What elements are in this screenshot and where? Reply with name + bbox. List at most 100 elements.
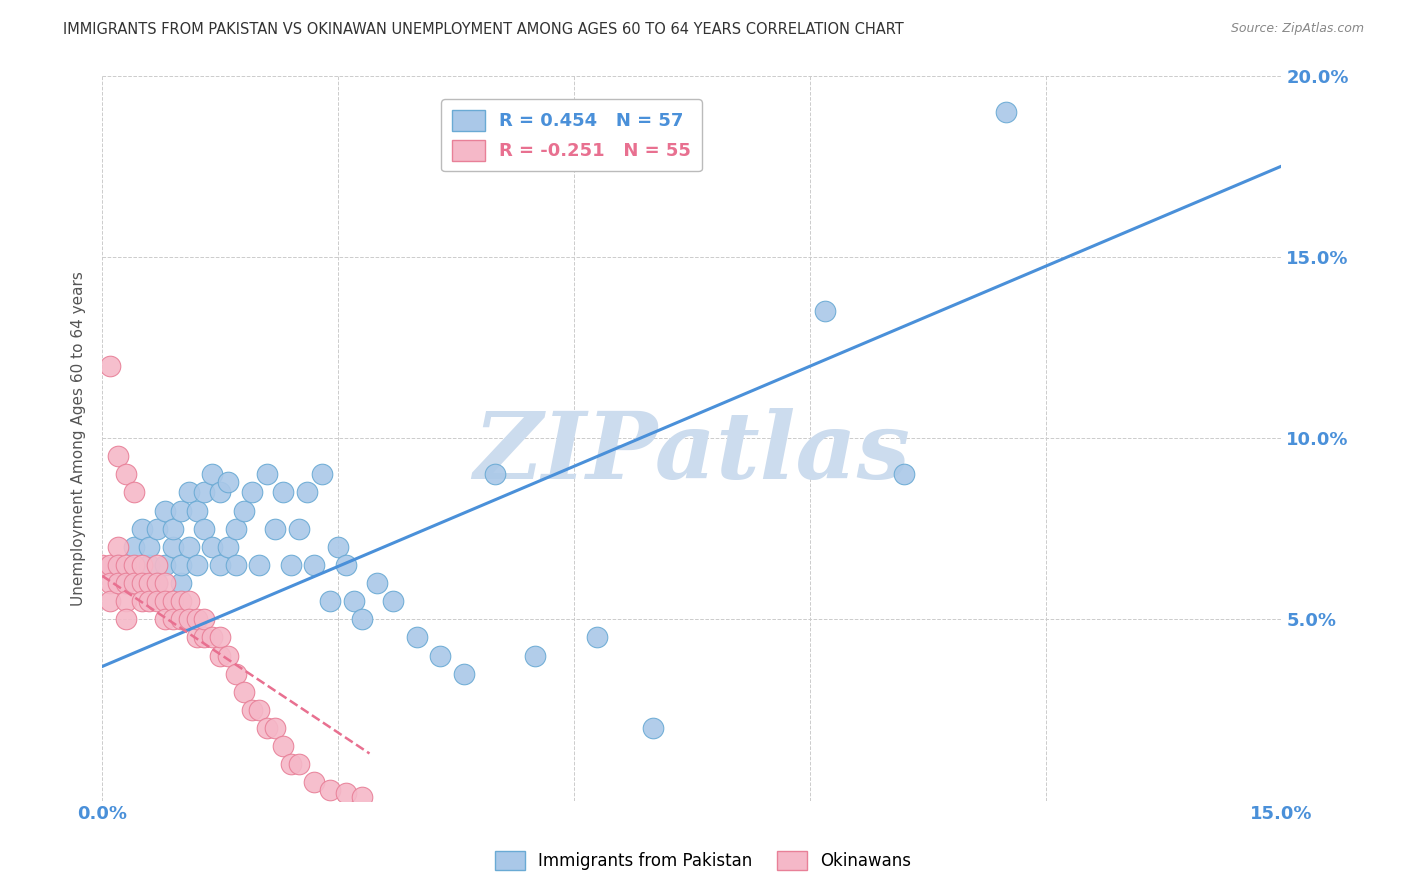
Point	[193, 631, 215, 645]
Point	[138, 558, 160, 572]
Point	[186, 612, 208, 626]
Point	[131, 594, 153, 608]
Point	[162, 540, 184, 554]
Point	[201, 631, 224, 645]
Text: IMMIGRANTS FROM PAKISTAN VS OKINAWAN UNEMPLOYMENT AMONG AGES 60 TO 64 YEARS CORR: IMMIGRANTS FROM PAKISTAN VS OKINAWAN UNE…	[63, 22, 904, 37]
Point	[170, 612, 193, 626]
Point	[186, 503, 208, 517]
Point	[209, 648, 232, 663]
Y-axis label: Unemployment Among Ages 60 to 64 years: Unemployment Among Ages 60 to 64 years	[72, 270, 86, 606]
Point	[209, 631, 232, 645]
Point	[98, 359, 121, 373]
Point	[153, 594, 176, 608]
Point	[295, 485, 318, 500]
Point	[287, 757, 309, 772]
Point	[453, 666, 475, 681]
Point	[335, 786, 357, 800]
Point	[138, 540, 160, 554]
Point	[138, 594, 160, 608]
Point	[122, 558, 145, 572]
Point	[114, 576, 136, 591]
Point	[186, 558, 208, 572]
Point	[405, 631, 427, 645]
Point	[249, 703, 271, 717]
Text: Source: ZipAtlas.com: Source: ZipAtlas.com	[1230, 22, 1364, 36]
Point	[98, 594, 121, 608]
Point	[217, 475, 239, 489]
Point	[271, 485, 294, 500]
Point	[131, 576, 153, 591]
Point	[586, 631, 609, 645]
Point	[893, 467, 915, 482]
Point	[264, 522, 287, 536]
Point	[114, 558, 136, 572]
Point	[209, 485, 232, 500]
Point	[326, 540, 349, 554]
Point	[256, 721, 278, 735]
Point	[335, 558, 357, 572]
Point	[201, 540, 224, 554]
Point	[209, 558, 232, 572]
Point	[177, 485, 200, 500]
Point	[162, 594, 184, 608]
Point	[114, 467, 136, 482]
Point	[304, 775, 326, 789]
Point	[107, 449, 129, 463]
Point	[153, 503, 176, 517]
Point	[280, 558, 302, 572]
Point	[641, 721, 664, 735]
Point	[170, 558, 193, 572]
Point	[107, 540, 129, 554]
Point	[350, 789, 373, 804]
Point	[240, 703, 263, 717]
Point	[114, 576, 136, 591]
Point	[193, 485, 215, 500]
Point	[232, 503, 254, 517]
Point	[429, 648, 451, 663]
Point	[162, 612, 184, 626]
Point	[366, 576, 388, 591]
Point	[131, 522, 153, 536]
Point	[256, 467, 278, 482]
Point	[343, 594, 366, 608]
Point	[249, 558, 271, 572]
Point	[264, 721, 287, 735]
Point	[91, 558, 114, 572]
Point	[382, 594, 405, 608]
Point	[177, 594, 200, 608]
Point	[177, 612, 200, 626]
Point	[304, 558, 326, 572]
Point	[146, 594, 169, 608]
Point	[217, 648, 239, 663]
Point	[177, 540, 200, 554]
Point	[153, 576, 176, 591]
Point	[225, 522, 247, 536]
Point	[146, 576, 169, 591]
Point	[280, 757, 302, 772]
Point	[350, 612, 373, 626]
Point	[122, 576, 145, 591]
Point	[170, 594, 193, 608]
Point	[995, 104, 1018, 119]
Point	[146, 576, 169, 591]
Point	[153, 612, 176, 626]
Point	[107, 558, 129, 572]
Point	[107, 576, 129, 591]
Point	[319, 782, 342, 797]
Point	[98, 558, 121, 572]
Point	[287, 522, 309, 536]
Point	[186, 631, 208, 645]
Point	[201, 467, 224, 482]
Point	[153, 558, 176, 572]
Point	[122, 485, 145, 500]
Point	[814, 304, 837, 318]
Point	[114, 612, 136, 626]
Point	[170, 503, 193, 517]
Point	[170, 576, 193, 591]
Point	[271, 739, 294, 754]
Point	[122, 540, 145, 554]
Point	[162, 522, 184, 536]
Point	[107, 558, 129, 572]
Point	[98, 576, 121, 591]
Point	[523, 648, 546, 663]
